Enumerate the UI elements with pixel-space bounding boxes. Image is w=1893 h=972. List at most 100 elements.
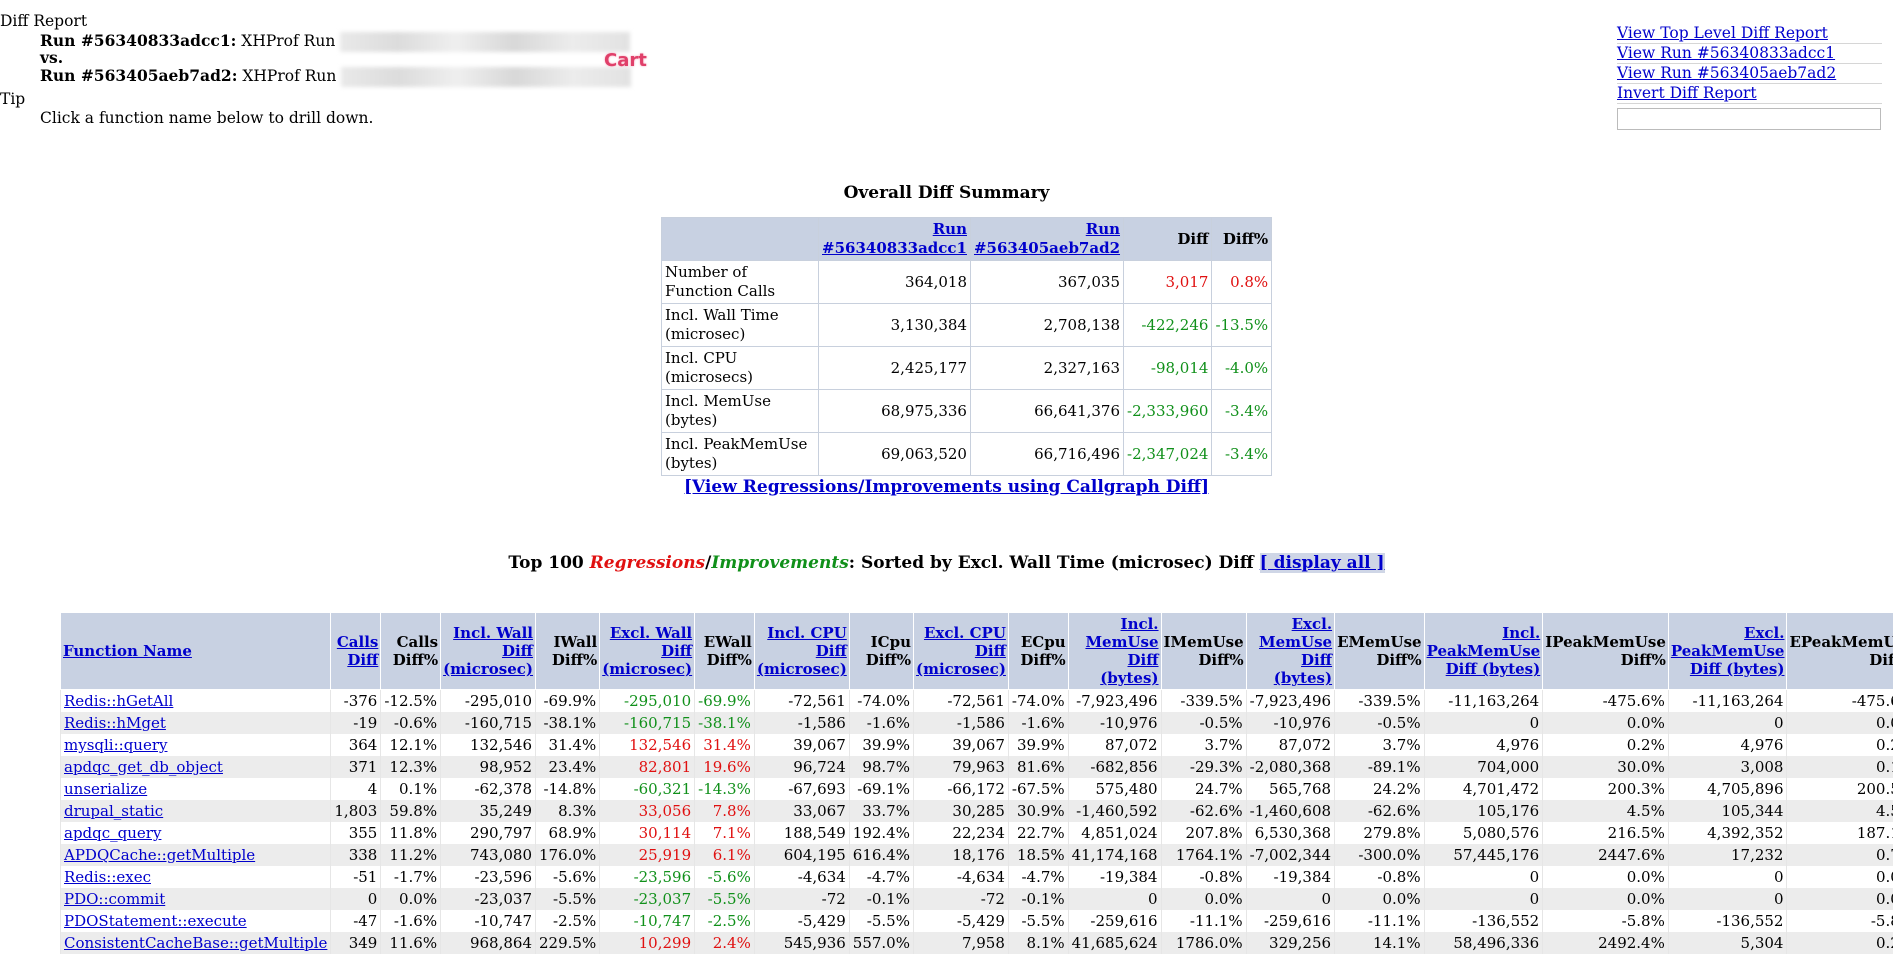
cart-label[interactable]: Cart — [604, 50, 647, 71]
metric-cell: -69.9% — [534, 689, 600, 712]
metric-cell: -295,010 — [599, 689, 695, 712]
metric-cell: 105,344 — [1667, 800, 1787, 822]
sort-column-link[interactable]: Excl. PeakMemUse Diff (bytes) — [1670, 624, 1785, 678]
summary-run1-value: 69,063,520 — [818, 432, 971, 476]
sort-column-link[interactable]: Incl. CPU Diff (microsec) — [756, 624, 847, 678]
summary-run2-value: 66,716,496 — [969, 432, 1125, 476]
function-link[interactable]: apdqc_get_db_object — [64, 758, 223, 776]
invert-diff-link[interactable]: Invert Diff Report — [1617, 84, 1882, 104]
metric-cell: 2.4% — [694, 932, 755, 954]
function-link[interactable]: drupal_static — [64, 802, 164, 820]
metric-cell: 132,546 — [440, 734, 536, 756]
column-header[interactable]: Incl. PeakMemUse Diff (bytes) — [1423, 612, 1544, 690]
column-header[interactable]: Calls Diff — [330, 612, 382, 690]
summary-run2-link[interactable]: Run #563405aeb7ad2 — [973, 220, 1121, 257]
metric-cell: -259,616 — [1067, 910, 1162, 932]
function-link[interactable]: PDOStatement::execute — [64, 912, 247, 930]
function-link[interactable]: Redis::hGetAll — [64, 692, 174, 710]
function-link[interactable]: Redis::exec — [64, 868, 151, 886]
metric-cell: -72 — [753, 888, 850, 910]
column-header: IWall Diff% — [534, 612, 601, 690]
callgraph-diff-link[interactable]: [View Regressions/Improvements using Cal… — [684, 477, 1209, 497]
sort-column-link[interactable]: Excl. Wall Diff (microsec) — [602, 624, 693, 678]
metric-cell: -682,856 — [1067, 756, 1162, 778]
view-run1-link[interactable]: View Run #56340833adcc1 — [1617, 44, 1882, 64]
view-top-level-diff-link[interactable]: View Top Level Diff Report — [1617, 24, 1882, 44]
sort-column-link[interactable]: Calls Diff — [336, 633, 379, 669]
top-title-slash: / — [705, 553, 712, 573]
summary-diffpct-value: 0.8% — [1211, 260, 1273, 304]
column-header[interactable]: Incl. Wall Diff (microsec) — [440, 612, 536, 690]
sort-column-link[interactable]: Excl. CPU Diff (microsec) — [915, 624, 1006, 678]
summary-diffpct-value: -3.4% — [1211, 389, 1273, 433]
metric-cell: 200.5% — [1786, 778, 1893, 800]
metric-cell: -14.8% — [534, 778, 600, 800]
metric-cell: 30.0% — [1542, 756, 1669, 778]
function-link[interactable]: ConsistentCacheBase::getMultiple — [64, 934, 328, 952]
sort-column-link[interactable]: Incl. Wall Diff (microsec) — [443, 624, 534, 678]
column-header[interactable]: Excl. MemUse Diff (bytes) — [1245, 612, 1336, 690]
metric-cell: 24.7% — [1160, 778, 1247, 800]
summary-run2-value: 66,641,376 — [969, 389, 1125, 433]
column-header: ICpu Diff% — [848, 612, 914, 690]
summary-run1-value: 68,975,336 — [818, 389, 971, 433]
callgraph-diff-line: [View Regressions/Improvements using Cal… — [0, 477, 1893, 497]
metric-cell: 59.8% — [380, 800, 441, 822]
run2-text: XHProf Run — [242, 67, 337, 85]
metric-cell: 11.6% — [380, 932, 441, 954]
metric-cell: -1.6% — [848, 712, 914, 734]
metric-cell: 0.0% — [1160, 888, 1247, 910]
metric-cell: -11,163,264 — [1667, 689, 1787, 712]
metric-cell: 4,851,024 — [1067, 822, 1162, 844]
metric-cell: 68.9% — [534, 822, 600, 844]
metric-cell: 33,067 — [753, 800, 850, 822]
metric-cell: -67,693 — [753, 778, 850, 800]
column-header[interactable]: Excl. PeakMemUse Diff (bytes) — [1667, 612, 1788, 690]
function-link[interactable]: PDO::commit — [64, 890, 166, 908]
metric-cell: 364 — [330, 734, 381, 756]
metric-cell: 704,000 — [1423, 756, 1543, 778]
summary-run2-value: 2,327,163 — [969, 346, 1125, 390]
function-link[interactable]: APDQCache::getMultiple — [64, 846, 256, 864]
column-header[interactable]: Function Name — [59, 612, 332, 690]
column-header[interactable]: Incl. MemUse Diff (bytes) — [1067, 612, 1162, 690]
function-link[interactable]: unserialize — [64, 780, 148, 798]
summary-diff-header: Diff — [1123, 217, 1213, 261]
metric-cell: -0.6% — [380, 712, 441, 734]
function-name-cell: apdqc_query — [59, 822, 331, 844]
redacted-run2-name — [341, 67, 632, 87]
metric-cell: 0 — [1423, 712, 1543, 734]
summary-row: Number of Function Calls 364,018 367,035 3,… — [661, 260, 1273, 304]
function-name-cell: PDOStatement::execute — [59, 910, 331, 932]
function-name-cell: unserialize — [59, 778, 331, 800]
function-link[interactable]: Redis::hMget — [64, 714, 166, 732]
view-run2-link[interactable]: View Run #563405aeb7ad2 — [1617, 64, 1882, 84]
metric-cell: -136,552 — [1423, 910, 1543, 932]
metric-cell: 22.7% — [1007, 822, 1069, 844]
sort-column-link[interactable]: Excl. MemUse Diff (bytes) — [1258, 615, 1333, 687]
metric-cell: 87,072 — [1245, 734, 1335, 756]
metric-cell: -5.8% — [1542, 910, 1669, 932]
column-header: IMemUse Diff% — [1160, 612, 1247, 690]
summary-run1-link[interactable]: Run #56340833adcc1 — [822, 220, 967, 257]
column-header[interactable]: Excl. Wall Diff (microsec) — [599, 612, 696, 690]
metric-cell: 79,963 — [912, 756, 1009, 778]
sort-column-link[interactable]: Function Name — [63, 642, 192, 660]
metric-cell: 41,174,168 — [1067, 844, 1162, 866]
function-link[interactable]: apdqc_query — [64, 824, 162, 842]
metric-cell: 0 — [1667, 866, 1787, 888]
side-input-box[interactable] — [1617, 108, 1881, 130]
sort-column-link[interactable]: Incl. MemUse Diff (bytes) — [1085, 615, 1159, 687]
function-link[interactable]: mysqli::query — [64, 736, 168, 754]
sort-column-link[interactable]: Incl. PeakMemUse Diff (bytes) — [1426, 624, 1541, 678]
column-header[interactable]: Excl. CPU Diff (microsec) — [912, 612, 1009, 690]
metric-cell: 2447.6% — [1542, 844, 1669, 866]
column-header[interactable]: Incl. CPU Diff (microsec) — [753, 612, 850, 690]
metric-cell: 187.1% — [1786, 822, 1893, 844]
display-all-link[interactable]: [ display all ] — [1259, 553, 1385, 573]
metric-cell: 39,067 — [753, 734, 850, 756]
metric-cell: -4,634 — [912, 866, 1009, 888]
metric-cell: -339.5% — [1334, 689, 1425, 712]
metric-cell: -5.5% — [1007, 910, 1069, 932]
metric-cell: -38.1% — [534, 712, 600, 734]
